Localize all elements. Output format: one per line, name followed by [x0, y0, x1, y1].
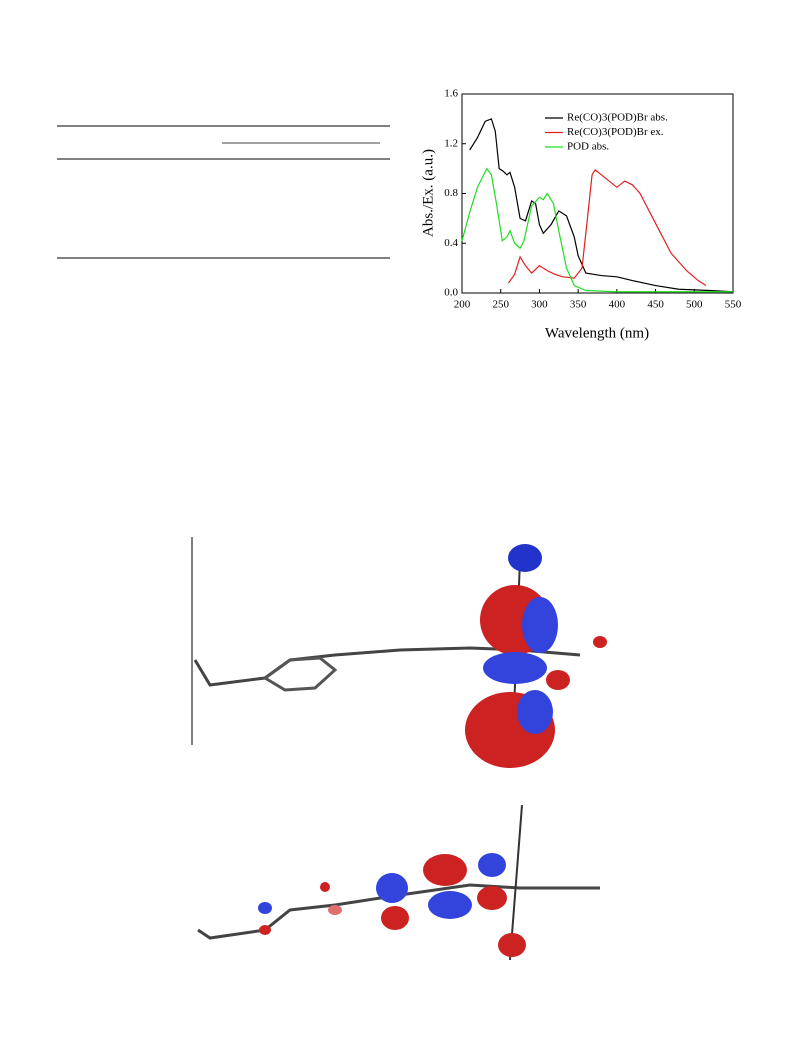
- orbital-lobe: [477, 886, 507, 910]
- orbital-lobe: [328, 905, 342, 915]
- legend-label: Re(CO)3(POD)Br abs.: [567, 112, 668, 124]
- chart: Wavelength (nm) Abs./Ex. (a.u.) 200 250 30…: [420, 88, 741, 342]
- plot-frame: [461, 93, 734, 294]
- orbital-image-1: [193, 544, 607, 768]
- x-tick-label: 300: [531, 299, 548, 311]
- legend-label: Re(CO)3(POD)Br ex.: [567, 126, 664, 138]
- y-tick-label: 1.6: [444, 88, 458, 100]
- orbital-lobe: [593, 636, 607, 648]
- orbital-lobe: [320, 882, 330, 892]
- series-line: [469, 118, 734, 293]
- y-tick-label: 0.0: [444, 287, 458, 299]
- y-tick-label: 0.4: [444, 237, 458, 249]
- orbital-lobe: [508, 544, 542, 572]
- x-tick-label: 200: [454, 299, 471, 311]
- orbital-lobe: [376, 873, 408, 903]
- orbital-image-2: [197, 804, 600, 961]
- x-tick-label: 450: [647, 299, 664, 311]
- x-tick-label: 250: [492, 299, 509, 311]
- orbital-lobe: [258, 902, 272, 914]
- orbital-lobe: [381, 906, 409, 930]
- x-axis-label: Wavelength (nm): [545, 325, 649, 341]
- series-line: [461, 167, 733, 293]
- orbital-lobe: [498, 933, 526, 957]
- y-tick-label: 1.2: [444, 137, 458, 149]
- orbital-lobe: [522, 597, 558, 653]
- orbital-lobe: [478, 853, 506, 877]
- orbital-lobe: [423, 854, 467, 886]
- molecule-ring: [262, 656, 338, 692]
- x-tick-label: 400: [609, 299, 626, 311]
- y-axis-label: Abs./Ex. (a.u.): [420, 149, 436, 237]
- x-tick-label: 350: [570, 299, 587, 311]
- legend-label: POD abs.: [567, 141, 609, 153]
- orbital-lobe: [517, 690, 553, 734]
- y-tick-label: 0.8: [444, 187, 458, 199]
- orbital-lobe: [428, 891, 472, 919]
- orbital-lobe: [546, 670, 570, 690]
- orbital-lobe: [259, 925, 271, 935]
- orbital-lobe: [483, 652, 547, 684]
- table-rules: [57, 125, 390, 259]
- series-line: [507, 168, 707, 287]
- x-tick-label: 500: [686, 299, 703, 311]
- x-tick-label: 550: [725, 299, 742, 311]
